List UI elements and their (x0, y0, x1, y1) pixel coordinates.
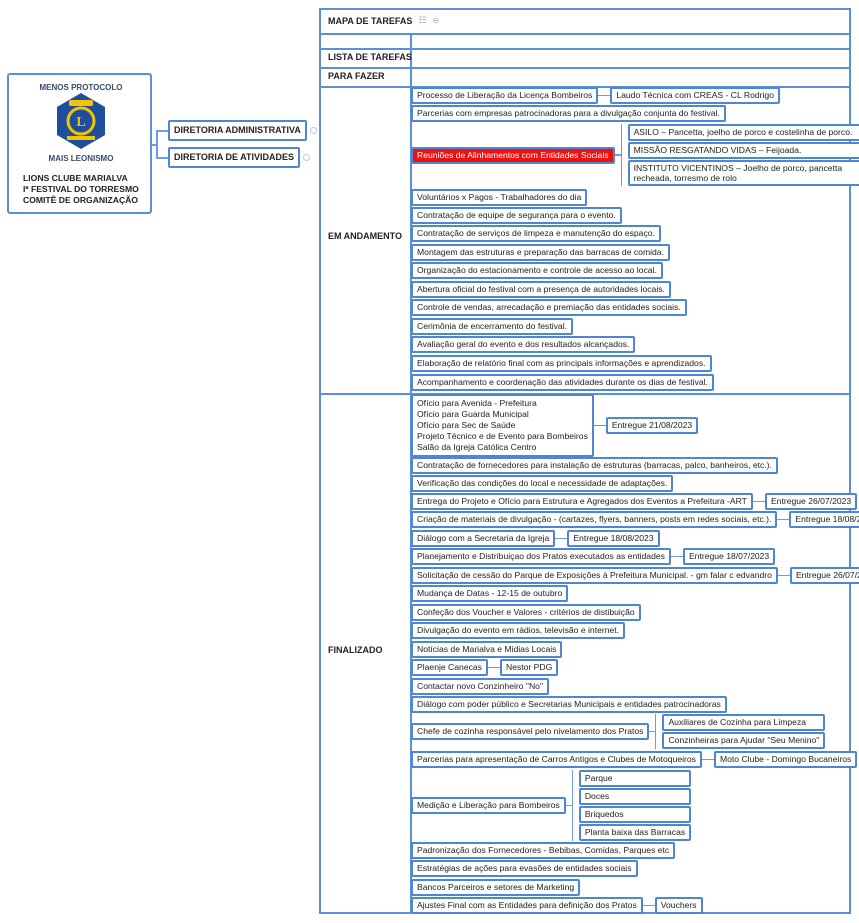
task-subnode[interactable]: Nestor PDG (499, 659, 559, 676)
status-node[interactable]: Entregue 18/07/2023 (682, 548, 776, 565)
task-node[interactable]: Cerimônia de encerramento do festival. (411, 318, 573, 335)
root-line-3: COMITÊ DE ORGANIZAÇÃO (23, 195, 139, 205)
table-icon[interactable]: ☷ (418, 15, 427, 25)
status-node[interactable]: Entregue 18/08/2023 (789, 511, 859, 528)
task-subnode[interactable]: MISSÃO RESGATANDO VIDAS – Feijoada. (627, 142, 859, 159)
status-node[interactable]: Entregue 26/07/2023 (789, 567, 859, 584)
task-subnode[interactable]: Vouchers (654, 897, 703, 914)
task-subnode[interactable]: INSTITUTO VICENTINOS – Joelho de porco, … (627, 160, 859, 186)
table-title: MAPA DE TAREFAS (328, 15, 413, 26)
task-node[interactable]: Ajustes Final com as Entidades para defi… (411, 897, 643, 914)
row-label-finalizado: FINALIZADO (328, 645, 383, 655)
lions-logo: L MENOS PROTOCOLO MAIS LEONISMO (40, 83, 123, 163)
task-node[interactable]: Chefe de cozinha responsável pelo nivela… (411, 723, 650, 740)
row-label-para-fazer: PARA FAZER (328, 71, 385, 81)
task-subnode[interactable]: ASILO – Pancetta, joelho de porco e cost… (627, 124, 859, 141)
oficio-line: Salão da Igreja Católica Centro (417, 442, 537, 452)
oficio-line: Ofício para Sec de Saúde (417, 420, 516, 430)
task-node[interactable]: Entrega do Projeto e Ofício para Estrutu… (411, 493, 753, 510)
oficio-line: Projeto Técnico e de Evento para Bombeir… (417, 431, 588, 441)
task-node[interactable]: Plaenje Canecas (411, 659, 488, 676)
root-node[interactable]: L MENOS PROTOCOLO MAIS LEONISMO LIONS CL… (7, 73, 152, 214)
row-label-lista: LISTA DE TAREFAS (328, 52, 412, 62)
task-node[interactable]: Criação de materiais de divulgação - (ca… (411, 511, 778, 528)
task-node[interactable]: Processo de Liberação da Licença Bombeir… (411, 87, 599, 104)
task-node[interactable]: Mudança de Datas - 12-15 de outubro (411, 585, 569, 602)
oficio-line: Ofício para Guarda Municipal (417, 409, 529, 419)
task-subnode[interactable]: Briquedos (578, 806, 692, 823)
task-node[interactable]: Elaboração de relatório final com as pri… (411, 355, 712, 372)
task-node-highlighted[interactable]: Reuniões de Alinhamentos com Entidades S… (411, 146, 615, 164)
task-node[interactable]: Contactar novo Conzinheiro "No" (411, 678, 550, 695)
status-node[interactable]: Entregue 26/07/2023 (764, 493, 858, 510)
svg-text:MENOS PROTOCOLO: MENOS PROTOCOLO (40, 83, 123, 92)
task-node[interactable]: Confeção dos Voucher e Valores - critéri… (411, 604, 641, 621)
task-subnode[interactable]: Moto Clube - Domingo Bucaneiros (713, 751, 858, 768)
task-subnode[interactable]: Doces (578, 788, 692, 805)
root-line-2: Iª FESTIVAL DO TORRESMO (23, 184, 139, 194)
task-node[interactable]: Avaliação geral do evento e dos resultad… (411, 336, 636, 353)
task-subnode[interactable]: Laudo Técnica com CREAS - CL Rodrigo (610, 87, 780, 104)
task-node[interactable]: Contratação de fornecedores para instala… (411, 457, 778, 474)
task-node[interactable]: Estratégias de ações para evasões de ent… (411, 860, 638, 877)
collapse-icon[interactable]: ⊖ (432, 16, 440, 25)
task-map-table: MAPA DE TAREFAS ☷ ⊖ LISTA DE TAREFAS PAR… (319, 8, 851, 914)
task-node[interactable]: Abertura oficial do festival com a prese… (411, 281, 671, 298)
task-node[interactable]: Verificação das condições do local e nec… (411, 475, 674, 492)
task-node[interactable]: Padronização dos Fornecedores - Bebibas,… (411, 842, 676, 859)
task-node[interactable]: Planejamento e Distribuiçao dos Pratos e… (411, 548, 671, 565)
task-node[interactable]: Voluntários x Pagos - Trabalhadores do d… (411, 189, 588, 206)
task-node[interactable]: Notícias de Marialva e Midias Locais (411, 641, 563, 658)
task-node-oficios[interactable]: Ofício para Avenida - Prefeitura Ofício … (411, 394, 594, 457)
branch-diretoria-administrativa[interactable]: DIRETORIA ADMINISTRATIVA (168, 120, 307, 141)
row-label-em-andamento: EM ANDAMENTO (328, 231, 402, 241)
task-node[interactable]: Bancos Parceiros e setores de Marketing (411, 879, 581, 896)
task-node[interactable]: Medição e Liberação para Bombeiros (411, 797, 566, 814)
task-node[interactable]: Solicitação de cessão do Parque de Expos… (411, 567, 778, 584)
task-node[interactable]: Controle de vendas, arrecadação e premia… (411, 299, 687, 316)
expand-icon[interactable] (309, 127, 317, 134)
oficio-line: Ofício para Avenida - Prefeitura (417, 398, 537, 408)
task-node[interactable]: Parcerias com empresas patrocinadoras pa… (411, 105, 726, 122)
status-node[interactable]: Entregue 18/08/2023 (567, 530, 660, 547)
task-subnode[interactable]: Parque (578, 770, 692, 787)
branch-diretoria-atividades[interactable]: DIRETORIA DE ATIVIDADES (168, 147, 301, 168)
task-subnode[interactable]: Conzinheiras para Ajudar "Seu Menino" (662, 732, 826, 749)
svg-text:L: L (76, 115, 85, 130)
task-node[interactable]: Montagem das estruturas e preparação das… (411, 244, 670, 261)
task-node[interactable]: Diálogo com a Secretaria da Igreja (411, 530, 556, 547)
task-node[interactable]: Parcerias para apresentação de Carros An… (411, 751, 702, 768)
task-node[interactable]: Organização do estacionamento e controle… (411, 262, 663, 279)
expand-icon[interactable] (303, 154, 311, 161)
task-node[interactable]: Acompanhamento e coordenação das ativida… (411, 374, 714, 391)
task-node[interactable]: Diálogo com poder público e Secretarias … (411, 696, 727, 713)
status-node[interactable]: Entregue 21/08/2023 (605, 417, 699, 434)
svg-text:MAIS LEONISMO: MAIS LEONISMO (49, 154, 114, 163)
task-node[interactable]: Divulgação do evento em rádios, televisã… (411, 622, 626, 639)
task-node[interactable]: Contratação de equipe de segurança para … (411, 207, 622, 224)
task-node[interactable]: Contratação de serviços de limpeza e man… (411, 225, 661, 242)
task-subnode[interactable]: Planta baixa das Barracas (578, 824, 692, 841)
root-line-1: LIONS CLUBE MARIALVA (23, 173, 128, 183)
task-subnode[interactable]: Auxiliares de Cozinha para Limpeza (662, 714, 826, 731)
